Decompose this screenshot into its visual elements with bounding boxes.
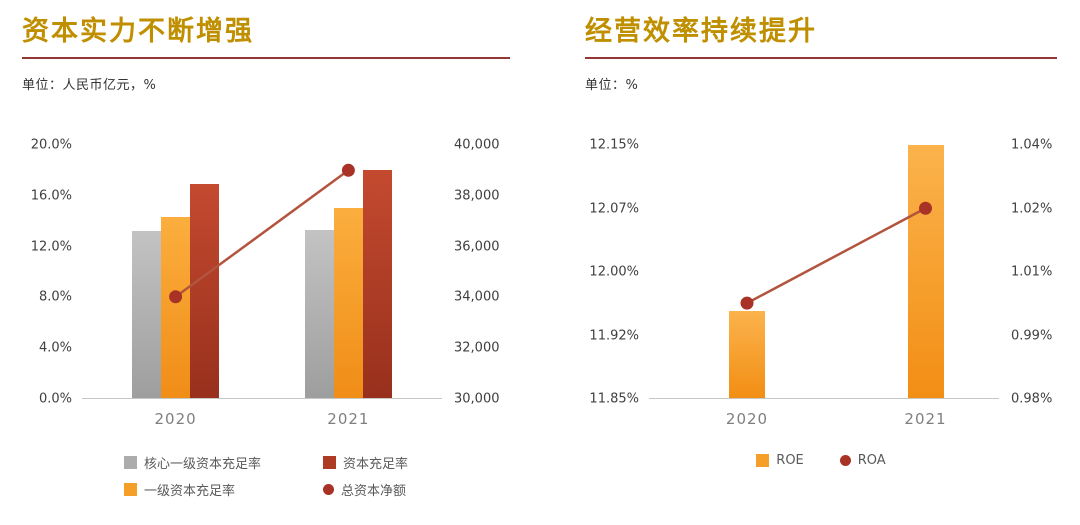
x-axis-label: 2021: [327, 410, 370, 429]
title-rule: [22, 57, 510, 60]
x-axis-label: 2021: [904, 410, 947, 429]
axis-tick-label: 12.07%: [589, 201, 639, 217]
legend-label: ROA: [857, 453, 886, 469]
y-axis-left: 11.85% 11.92% 12.00% 12.07% 12.15%: [585, 138, 649, 407]
bar-资本充足率: [190, 184, 220, 399]
legend-label: ROE: [776, 453, 804, 469]
capital-chart: 0.0% 4.0% 8.0% 12.0% 16.0% 20.0% 2020 2021 30,…: [22, 138, 510, 429]
axis-tick-label: 0.98%: [1011, 391, 1053, 407]
unit-label: 单位：人民币亿元，%: [22, 78, 157, 94]
legend-item: ROE: [756, 453, 804, 469]
chart-title: 经营效率持续提升: [585, 16, 817, 47]
bar-ROE: [729, 311, 765, 399]
axis-tick-label: 34,000: [454, 289, 500, 305]
axis-tick-label: 30,000: [454, 391, 500, 407]
bar-资本充足率: [362, 170, 392, 399]
legend-item: 总资本净额: [323, 480, 408, 499]
y-axis-right: 30,000 32,000 34,000 36,000 38,000 40,000: [442, 138, 510, 407]
axis-tick-label: 8.0%: [38, 289, 72, 305]
y-axis-right: 0.98% 0.99% 1.01% 1.02% 1.04%: [999, 138, 1057, 407]
plot: 2020 2021: [649, 145, 999, 428]
axis-tick-label: 11.92%: [589, 328, 639, 344]
axis-tick-label: 12.15%: [589, 137, 639, 153]
legend-square-swatch: [756, 454, 770, 468]
chart-title: 资本实力不断增强: [22, 16, 254, 47]
legend-square-swatch: [323, 456, 336, 470]
legend-label: 总资本净额: [341, 484, 407, 500]
legend-item: 资本充足率: [323, 453, 408, 472]
bar-ROE: [907, 145, 944, 399]
bar-核心一级资本充足率: [132, 231, 162, 399]
y-axis-left: 0.0% 4.0% 8.0% 12.0% 16.0% 20.0%: [22, 138, 82, 407]
line-总资本净额: [169, 163, 355, 304]
efficiency-chart: 11.85% 11.92% 12.00% 12.07% 12.15% 2020 2021 …: [585, 138, 1057, 429]
bar-核心一级资本充足率: [304, 229, 334, 399]
efficiency-chart-panel: 经营效率持续提升 单位：% 11.85% 11.92% 12.00% 12.07% 12…: [585, 16, 1057, 468]
legend-square-swatch: [123, 483, 137, 497]
axis-tick-label: 0.99%: [1011, 328, 1053, 344]
x-axis-label: 2020: [725, 410, 769, 429]
unit-label: 单位：%: [585, 78, 639, 94]
axis-tick-label: 16.0%: [30, 188, 72, 204]
bar-一级资本充足率: [161, 217, 191, 399]
axis-tick-label: 38,000: [454, 188, 500, 204]
axis-tick-label: 1.04%: [1011, 137, 1053, 153]
capital-chart-panel: 资本实力不断增强 单位：人民币亿元，% 0.0% 4.0% 8.0% 12.0% 16.…: [22, 16, 510, 499]
legend-dot-swatch: [839, 455, 851, 467]
axis-tick-label: 0.0%: [38, 391, 72, 407]
legend: ROE ROA: [585, 453, 1057, 468]
x-axis-label: 2020: [154, 410, 197, 429]
legend: 核心一级资本充足率 资本充足率一级资本充足率 总资本净额: [22, 453, 510, 499]
axis-tick-label: 4.0%: [38, 340, 72, 356]
bar-一级资本充足率: [333, 208, 363, 399]
legend-item: ROA: [839, 453, 886, 469]
legend-label: 资本充足率: [343, 457, 409, 473]
axis-tick-label: 12.00%: [589, 264, 639, 280]
legend-label: 核心一级资本充足率: [143, 457, 261, 473]
line-ROA: [740, 201, 932, 310]
axis-tick-label: 40,000: [454, 137, 500, 153]
axis-tick-label: 1.01%: [1011, 264, 1053, 280]
legend-item: 核心一级资本充足率: [123, 453, 261, 473]
axis-tick-label: 1.02%: [1011, 201, 1053, 217]
title-rule: [585, 57, 1057, 60]
axis-tick-label: 36,000: [454, 239, 500, 255]
legend-item: 一级资本充足率: [123, 480, 261, 500]
axis-tick-label: 11.85%: [589, 391, 639, 407]
axis-tick-label: 20.0%: [30, 137, 72, 153]
plot: 2020 2021: [82, 145, 442, 428]
legend-dot-swatch: [323, 484, 334, 496]
axis-tick-label: 32,000: [454, 340, 500, 356]
legend-label: 一级资本充足率: [143, 484, 235, 500]
legend-square-swatch: [123, 456, 137, 470]
axis-tick-label: 12.0%: [30, 239, 72, 255]
